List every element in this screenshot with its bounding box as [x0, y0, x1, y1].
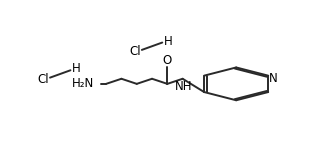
Text: H: H: [72, 62, 80, 75]
Text: Cl: Cl: [37, 73, 49, 86]
Text: H: H: [164, 35, 172, 48]
Text: O: O: [163, 54, 172, 67]
Text: Cl: Cl: [129, 45, 140, 59]
Text: N: N: [268, 72, 277, 85]
Text: NH: NH: [175, 80, 193, 93]
Text: H₂N: H₂N: [72, 77, 94, 90]
